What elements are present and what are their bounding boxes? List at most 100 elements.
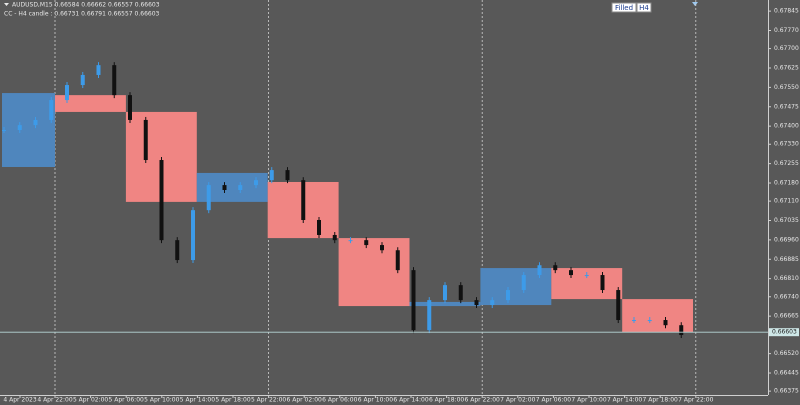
x-tick-label: 6 Apr 22:00 [465, 397, 500, 404]
x-tick-label: 5 Apr 10:00 [144, 397, 179, 404]
y-tick-label: 0.67035 [774, 217, 799, 224]
candle [443, 285, 447, 301]
tf-button-label[interactable]: H4 [639, 4, 649, 12]
candle [616, 290, 621, 321]
x-tick-label: 5 Apr 22:00 [251, 397, 286, 404]
y-tick-label: 0.66885 [774, 256, 799, 263]
y-tick-label: 0.66520 [774, 350, 799, 357]
y-tick-label: 0.66375 [774, 388, 799, 395]
candle [553, 265, 558, 271]
candle [159, 160, 164, 241]
candle [411, 270, 416, 331]
tf-button[interactable] [636, 2, 652, 13]
x-tick-label: 4 Apr 2023 [3, 397, 36, 404]
x-tick-label: 7 Apr 18:00 [643, 397, 678, 404]
indicator-info: CC - H4 candle : 0.66731 0.66791 0.66557… [4, 11, 160, 18]
x-tick-label: 5 Apr 14:00 [180, 397, 215, 404]
x-tick-label: 5 Apr 18:00 [215, 397, 250, 404]
x-tick-label: 7 Apr 10:00 [571, 397, 606, 404]
current-price-label: 0.66603 [772, 329, 797, 336]
candle [80, 74, 85, 86]
candle [647, 320, 652, 322]
y-tick-label: 0.67845 [774, 8, 799, 15]
current-price-tag [769, 328, 799, 337]
y-tick-label: 0.67625 [774, 64, 799, 71]
candle [33, 119, 38, 126]
y-tick-label: 0.66740 [774, 293, 799, 300]
y-tick-label: 0.67400 [774, 123, 799, 130]
candle [222, 185, 227, 191]
symbol-info: AUDUSD,M15 0.66584 0.66662 0.66557 0.666… [12, 2, 160, 9]
candle [96, 65, 101, 75]
y-tick-label: 0.67550 [774, 84, 799, 91]
candle [679, 325, 684, 336]
candle [301, 180, 306, 220]
candle [395, 250, 400, 271]
candle [238, 185, 243, 191]
y-tick-label: 0.67255 [774, 160, 799, 167]
x-tick-label: 4 Apr 22:00 [37, 397, 72, 404]
y-tick-label: 0.67700 [774, 45, 799, 52]
y-tick-label: 0.66960 [774, 236, 799, 243]
candle [269, 170, 274, 181]
candle [332, 234, 337, 241]
candle [458, 285, 463, 301]
candle [380, 245, 384, 251]
x-tick-label: 5 Apr 06:00 [109, 397, 144, 404]
x-tick-label: 6 Apr 10:00 [358, 397, 393, 404]
x-tick-label: 5 Apr 02:00 [73, 397, 108, 404]
candle [348, 240, 353, 242]
candle [285, 170, 290, 181]
y-tick-label: 0.66445 [774, 370, 799, 377]
y-tick-label: 0.66665 [774, 313, 799, 320]
candle [427, 300, 432, 331]
candle [663, 320, 668, 326]
y-tick-label: 0.67110 [774, 198, 799, 205]
candle [474, 300, 479, 306]
filled-button-label[interactable]: Filled [615, 4, 633, 12]
candle [317, 219, 321, 235]
x-tick-label: 6 Apr 14:00 [393, 397, 428, 404]
x-tick-label: 6 Apr 18:00 [429, 397, 464, 404]
x-tick-label: 6 Apr 06:00 [322, 397, 357, 404]
candle [206, 185, 211, 211]
candle [537, 265, 542, 276]
y-tick-label: 0.66810 [774, 275, 799, 282]
candle [17, 125, 22, 131]
x-tick-label: 7 Apr 14:00 [607, 397, 642, 404]
htf-candle-box [338, 238, 410, 307]
shift-marker[interactable] [692, 2, 698, 6]
candle [521, 275, 526, 291]
x-tick-label: 7 Apr 06:00 [536, 397, 571, 404]
candle [600, 275, 605, 291]
candle [364, 240, 369, 246]
x-tick-label: 6 Apr 02:00 [287, 397, 322, 404]
candle [490, 300, 495, 306]
y-tick-label: 0.67330 [774, 141, 799, 148]
filled-button[interactable] [611, 2, 637, 13]
y-tick-label: 0.67180 [774, 180, 799, 187]
candle [175, 240, 180, 261]
candle [2, 130, 6, 132]
x-tick-label: 7 Apr 22:00 [678, 397, 713, 404]
candle [65, 85, 69, 101]
candle [584, 275, 589, 277]
candle [254, 180, 258, 186]
htf-candle-box [55, 95, 126, 112]
htf-candle-box [409, 301, 481, 307]
candle [506, 290, 510, 301]
candle [49, 100, 54, 120]
candle [112, 65, 117, 96]
candle [143, 119, 148, 161]
collapse-icon[interactable] [4, 3, 9, 6]
candle [191, 210, 195, 261]
htf-candle-box [2, 93, 55, 167]
candle [632, 320, 636, 322]
candle [128, 95, 132, 120]
candle [569, 270, 573, 276]
x-tick-label: 7 Apr 02:00 [500, 397, 535, 404]
y-tick-label: 0.67475 [774, 103, 799, 110]
y-tick-label: 0.67770 [774, 27, 799, 34]
